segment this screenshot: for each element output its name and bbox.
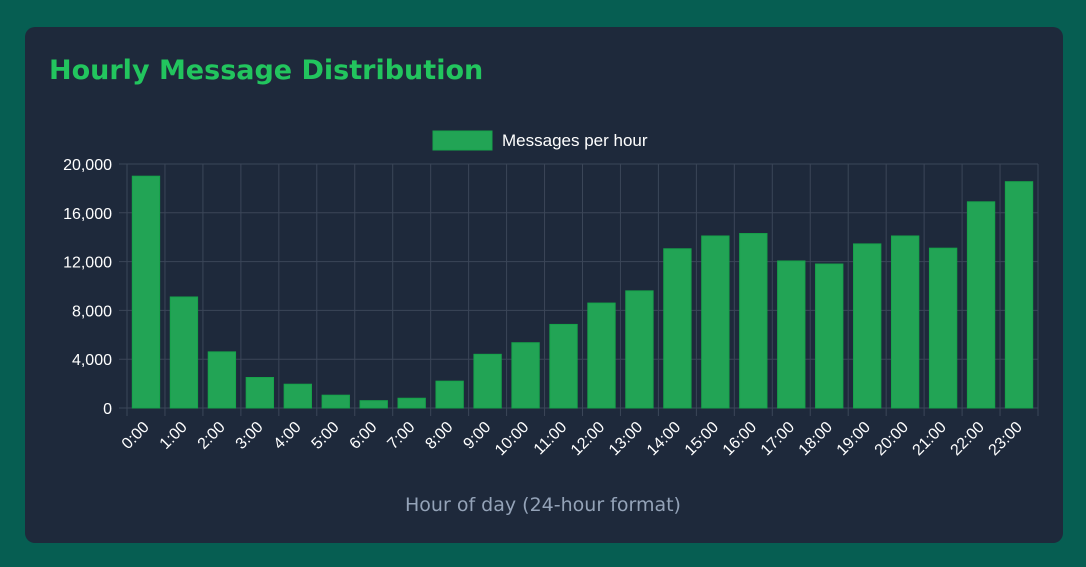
bar[interactable] [550,324,577,408]
x-tick-label: 22:00 [948,419,988,459]
x-tick-label: 12:00 [568,419,608,459]
x-tick-label: 5:00 [309,419,343,453]
x-tick-label: 7:00 [384,419,418,453]
x-tick-label: 15:00 [682,419,722,459]
y-tick-label: 0 [103,401,112,418]
x-tick-label: 6:00 [347,419,381,453]
bar[interactable] [474,354,501,408]
bar-chart: 0 4,000 8,000 12,000 16,000 20,000 0:00 1:00 2:… [25,27,1063,543]
bar[interactable] [246,378,273,409]
y-tick-label: 4,000 [72,352,112,369]
bar[interactable] [284,384,311,408]
bar[interactable] [588,303,615,408]
x-tick-label: 17:00 [758,419,798,459]
bar[interactable] [1005,182,1032,408]
y-tick-label: 12,000 [63,255,112,272]
x-tick-label: 3:00 [233,419,267,453]
y-axis: 0 4,000 8,000 12,000 16,000 20,000 [63,157,112,418]
x-tick-label: 14:00 [644,419,684,459]
bar[interactable] [702,236,729,408]
x-tick-label: 1:00 [157,419,191,453]
bar[interactable] [778,261,805,408]
y-tick-label: 8,000 [72,303,112,320]
bar[interactable] [436,381,463,408]
y-tick-label: 20,000 [63,157,112,174]
x-tick-label: 18:00 [796,419,836,459]
bar[interactable] [891,236,918,408]
x-tick-label: 11:00 [531,419,571,459]
legend-label[interactable]: Messages per hour [502,131,648,150]
bar[interactable] [360,401,387,408]
x-tick-label: 21:00 [910,419,950,459]
bar[interactable] [322,395,349,408]
bar[interactable] [664,249,691,408]
x-tick-label: 10:00 [492,419,532,459]
x-tick-label: 2:00 [195,419,229,453]
x-tick-label: 4:00 [271,419,305,453]
bar[interactable] [512,343,539,408]
x-tick-label: 0:00 [119,419,153,453]
bar[interactable] [132,176,159,408]
bar[interactable] [170,297,197,408]
x-tick-label: 8:00 [422,419,456,453]
x-tick-label: 19:00 [834,419,874,459]
x-axis-title: Hour of day (24-hour format) [405,494,681,516]
x-tick-label: 23:00 [986,419,1026,459]
bar[interactable] [967,202,994,408]
bar[interactable] [816,264,843,408]
x-tick-label: 9:00 [460,419,494,453]
x-tick-label: 20:00 [872,419,912,459]
x-axis: 0:00 1:00 2:00 3:00 4:00 5:00 6:00 7:00 8:00 9:00… [119,419,1026,459]
bar[interactable] [626,291,653,408]
y-tick-label: 16,000 [63,206,112,223]
bar[interactable] [929,248,956,408]
x-tick-label: 16:00 [720,419,760,459]
bar[interactable] [740,234,767,408]
bar[interactable] [208,352,235,408]
bar[interactable] [398,398,425,408]
x-tick-label: 13:00 [606,419,646,459]
legend[interactable]: Messages per hour [433,131,648,150]
legend-swatch[interactable] [433,131,492,150]
bar[interactable] [854,244,881,408]
chart-card: Hourly Message Distribution 0 4,000 8,000 1… [25,27,1063,543]
